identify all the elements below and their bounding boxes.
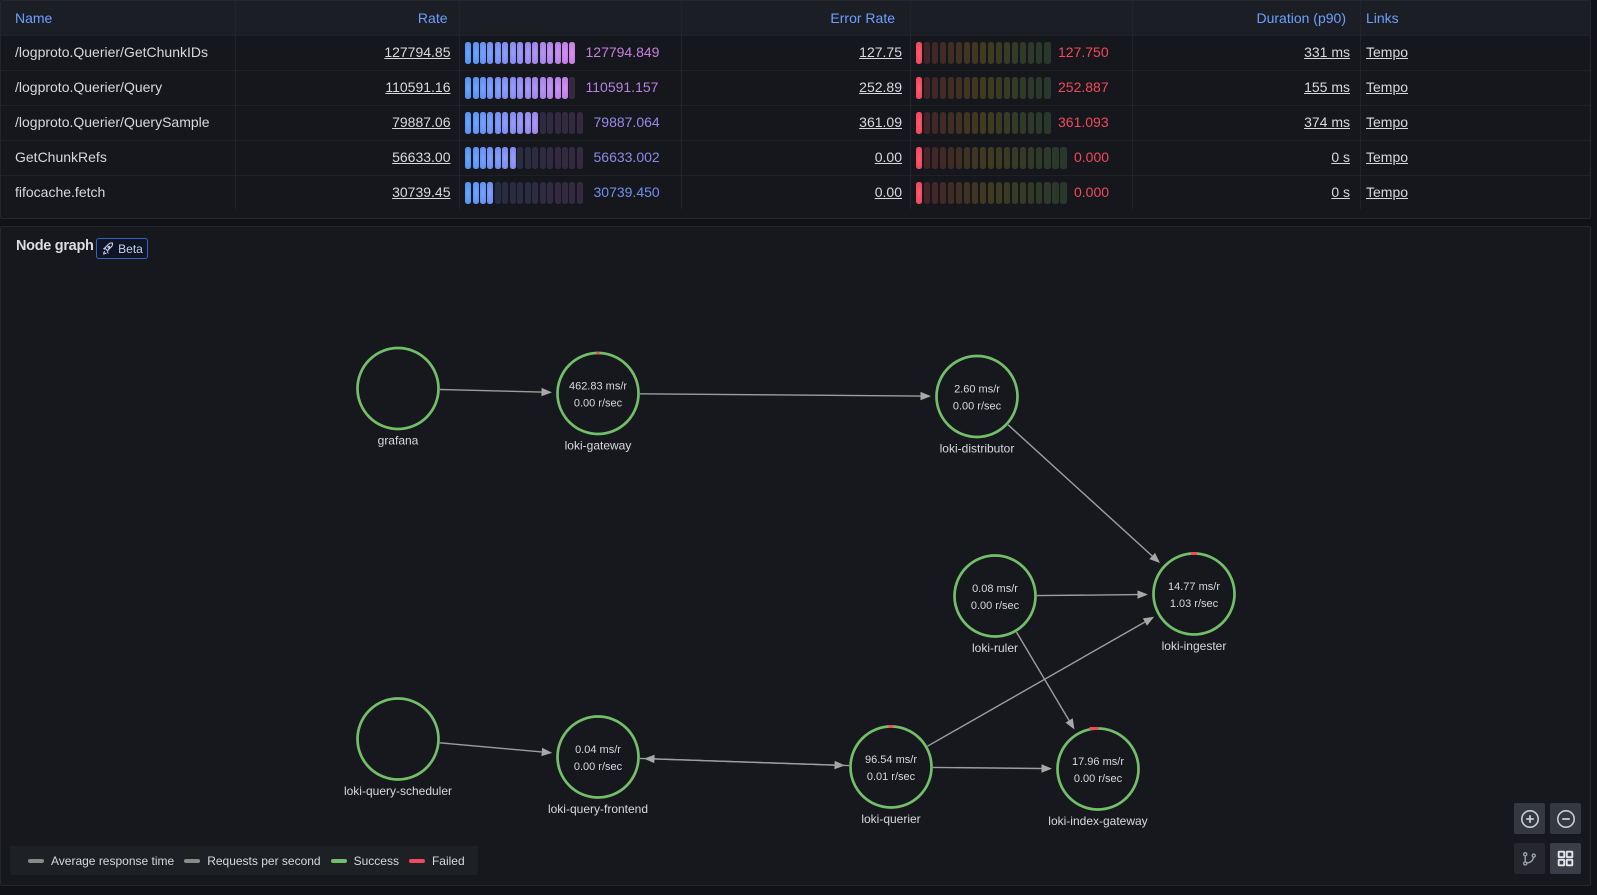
svg-text:grafana: grafana xyxy=(378,434,419,448)
svg-text:loki-query-frontend: loki-query-frontend xyxy=(548,802,648,816)
svg-text:14.77 ms/r: 14.77 ms/r xyxy=(1168,581,1220,593)
svg-text:0.00 r/sec: 0.00 r/sec xyxy=(953,401,1002,413)
svg-text:0.08 ms/r: 0.08 ms/r xyxy=(972,583,1018,595)
svg-text:loki-index-gateway: loki-index-gateway xyxy=(1048,814,1147,828)
svg-text:17.96 ms/r: 17.96 ms/r xyxy=(1072,756,1124,768)
svg-text:loki-ruler: loki-ruler xyxy=(972,641,1018,655)
svg-text:loki-ingester: loki-ingester xyxy=(1162,639,1227,653)
svg-text:2.60 ms/r: 2.60 ms/r xyxy=(954,384,1000,396)
svg-text:0.00 r/sec: 0.00 r/sec xyxy=(574,398,623,410)
svg-text:96.54 ms/r: 96.54 ms/r xyxy=(865,754,917,766)
svg-text:0.01 r/sec: 0.01 r/sec xyxy=(867,771,916,783)
svg-text:loki-querier: loki-querier xyxy=(861,812,920,826)
svg-text:0.00 r/sec: 0.00 r/sec xyxy=(1074,773,1123,785)
svg-text:loki-query-scheduler: loki-query-scheduler xyxy=(344,784,452,798)
svg-text:462.83 ms/r: 462.83 ms/r xyxy=(569,381,627,393)
svg-text:0.00 r/sec: 0.00 r/sec xyxy=(574,761,623,773)
svg-text:0.00 r/sec: 0.00 r/sec xyxy=(971,600,1020,612)
svg-text:0.04 ms/r: 0.04 ms/r xyxy=(575,744,621,756)
svg-text:loki-distributor: loki-distributor xyxy=(940,442,1015,456)
svg-text:1.03 r/sec: 1.03 r/sec xyxy=(1170,598,1219,610)
svg-text:loki-gateway: loki-gateway xyxy=(565,439,632,453)
